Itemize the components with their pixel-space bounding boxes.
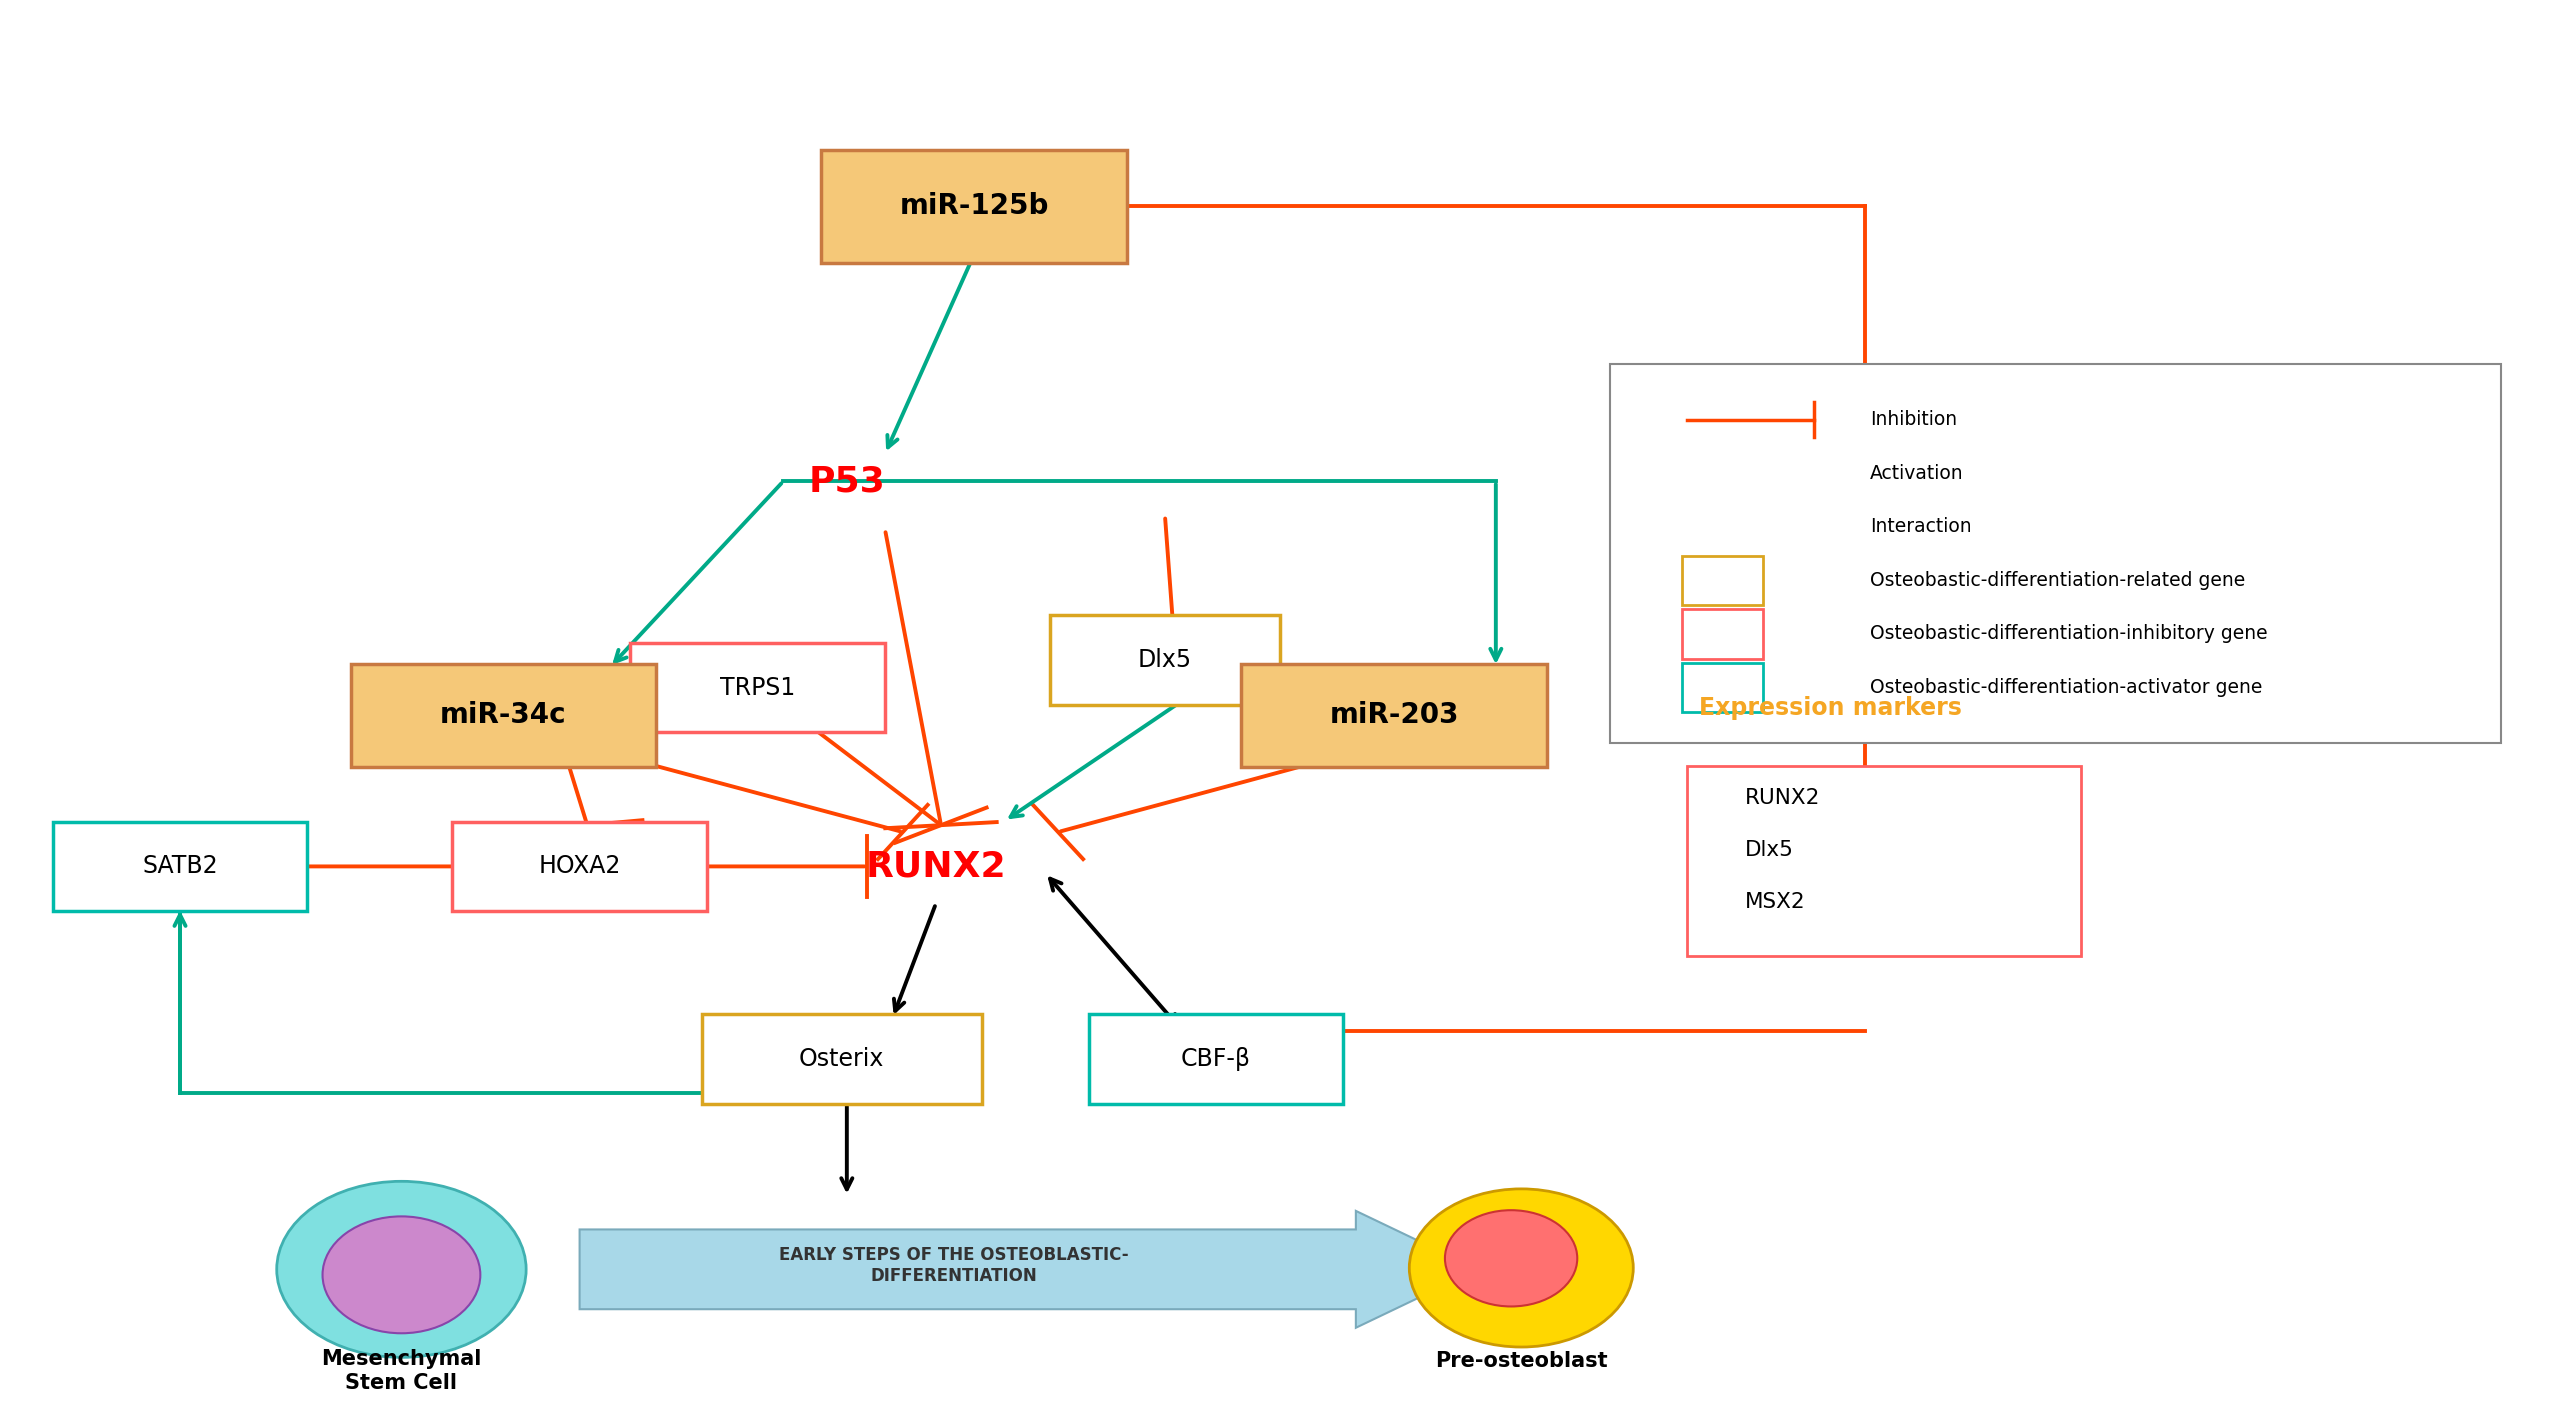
Text: SATB2: SATB2 <box>143 854 218 879</box>
Text: EARLY STEPS OF THE OSTEOBLASTIC-
DIFFERENTIATION: EARLY STEPS OF THE OSTEOBLASTIC- DIFFERE… <box>778 1246 1129 1284</box>
Text: Osteobastic-differentiation-inhibitory gene: Osteobastic-differentiation-inhibitory g… <box>1871 624 2267 644</box>
FancyBboxPatch shape <box>630 644 885 732</box>
Text: miR-125b: miR-125b <box>898 192 1049 220</box>
FancyBboxPatch shape <box>453 822 706 911</box>
FancyBboxPatch shape <box>1681 555 1763 606</box>
FancyBboxPatch shape <box>1241 663 1546 767</box>
Ellipse shape <box>276 1182 527 1357</box>
Text: RUNX2: RUNX2 <box>1745 788 1819 808</box>
FancyBboxPatch shape <box>1610 365 2500 743</box>
FancyBboxPatch shape <box>54 822 307 911</box>
Text: Interaction: Interaction <box>1871 517 1970 537</box>
Text: miR-34c: miR-34c <box>440 701 566 729</box>
Text: RUNX2: RUNX2 <box>865 850 1006 883</box>
Text: Dlx5: Dlx5 <box>1139 648 1192 672</box>
Text: CBF-β: CBF-β <box>1180 1047 1251 1071</box>
Text: Pre-osteoblast: Pre-osteoblast <box>1436 1352 1607 1371</box>
FancyBboxPatch shape <box>1686 765 2080 956</box>
Ellipse shape <box>1410 1189 1633 1347</box>
FancyBboxPatch shape <box>1049 615 1280 705</box>
Text: Osteobastic-differentiation-related gene: Osteobastic-differentiation-related gene <box>1871 571 2244 590</box>
Text: TRPS1: TRPS1 <box>719 676 796 700</box>
Text: HOXA2: HOXA2 <box>537 854 622 879</box>
Text: Osteobastic-differentiation-activator gene: Osteobastic-differentiation-activator ge… <box>1871 679 2262 697</box>
FancyBboxPatch shape <box>701 1014 983 1103</box>
FancyBboxPatch shape <box>1088 1014 1343 1103</box>
Text: Dlx5: Dlx5 <box>1745 840 1794 859</box>
Text: Inhibition: Inhibition <box>1871 411 1958 429</box>
Text: P53: P53 <box>809 464 885 498</box>
Text: Activation: Activation <box>1871 464 1963 482</box>
FancyArrow shape <box>578 1211 1479 1328</box>
FancyBboxPatch shape <box>1681 663 1763 712</box>
Text: miR-203: miR-203 <box>1328 701 1459 729</box>
Text: Expression markers: Expression markers <box>1699 697 1963 721</box>
Ellipse shape <box>1446 1210 1576 1307</box>
FancyBboxPatch shape <box>1681 610 1763 659</box>
FancyBboxPatch shape <box>351 663 655 767</box>
FancyBboxPatch shape <box>821 150 1126 262</box>
Text: Mesenchymal
Stem Cell: Mesenchymal Stem Cell <box>322 1350 481 1392</box>
Ellipse shape <box>322 1217 481 1333</box>
Text: Osterix: Osterix <box>798 1047 885 1071</box>
Text: MSX2: MSX2 <box>1745 892 1807 913</box>
